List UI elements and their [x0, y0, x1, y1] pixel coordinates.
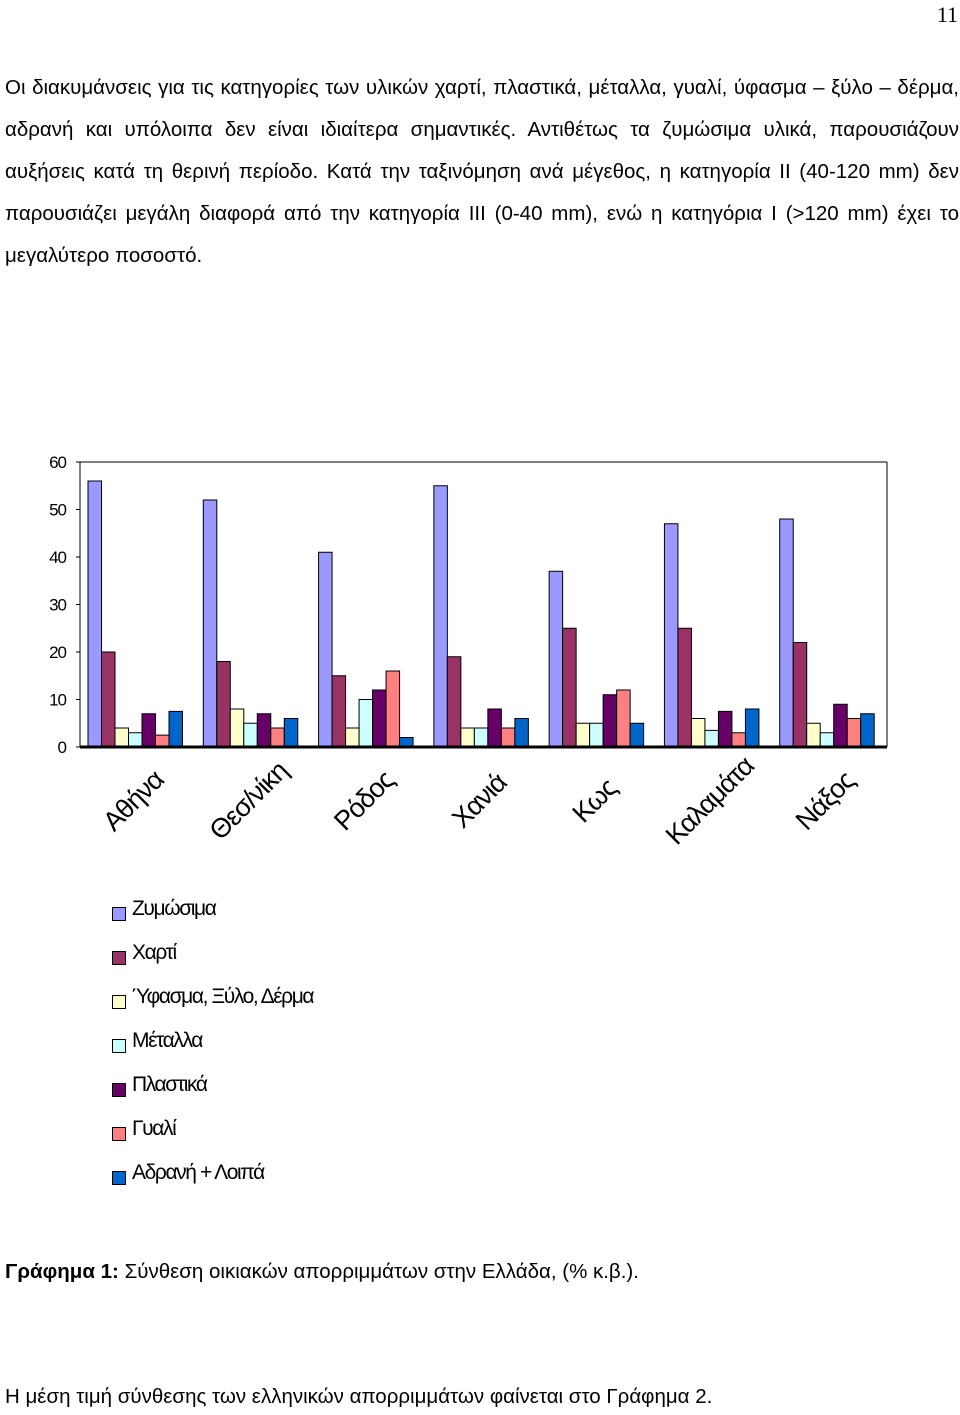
page-number: 11 — [936, 2, 958, 27]
legend-label: Ύφασμα, Ξύλο, Δέρμα — [132, 985, 315, 1008]
bar-5-3 — [372, 689, 387, 748]
figure-caption: Γράφημα 1: Σύνθεση οικιακών απορριμμάτων… — [5, 1260, 639, 1284]
bar-1-5 — [548, 570, 564, 748]
bar-3-4 — [460, 727, 475, 748]
bar-1-2 — [202, 499, 218, 748]
category-label: Αθήνα — [97, 764, 170, 837]
bar-5-6 — [717, 710, 733, 748]
bar-6-4 — [500, 727, 516, 748]
category-label: Θεσ/νίκη — [204, 756, 294, 846]
legend-label: Γυαλί — [132, 1117, 177, 1140]
bar-1-1 — [87, 480, 102, 748]
y-tick-label: 10 — [49, 691, 66, 710]
bar-2-2 — [216, 661, 231, 748]
bar-chart: 0 10 20 30 40 50 60 Αθήνα Θεσ/νίκη Ρόδος Χανιά Κως Κ… — [49, 453, 888, 851]
bar-5-2 — [256, 713, 272, 748]
bar-7-2 — [283, 718, 299, 748]
y-tick-label: 0 — [58, 738, 67, 757]
legend-swatch — [112, 1083, 126, 1097]
bar-7-5 — [629, 722, 645, 748]
caption-label: Γράφημα 1: — [5, 1260, 119, 1283]
bar-3-7 — [806, 722, 821, 748]
category-label: Ρόδος — [328, 764, 400, 836]
bar-5-1 — [141, 713, 156, 748]
legend-label: Ζυμώσιμα — [132, 897, 217, 920]
y-tick-label: 40 — [49, 548, 66, 567]
bar-2-3 — [331, 675, 347, 748]
caption-text: Σύνθεση οικιακών απορριμμάτων στην Ελλάδ… — [118, 1260, 639, 1283]
bar-6-6 — [731, 732, 746, 748]
bar-6-2 — [270, 727, 285, 748]
bar-5-7 — [833, 703, 848, 748]
bar-7-4 — [514, 718, 529, 748]
legend-swatch — [112, 951, 126, 965]
bar-4-7 — [819, 732, 835, 748]
bar-3-1 — [114, 727, 129, 748]
bar-2-4 — [446, 656, 462, 748]
legend-label: Αδρανή + Λοιπά — [132, 1161, 265, 1184]
bar-4-3 — [358, 699, 374, 748]
bar-1-4 — [433, 485, 448, 748]
bar-6-7 — [846, 718, 862, 748]
category-label: Χανιά — [446, 767, 513, 834]
bar-6-3 — [385, 670, 401, 748]
bar-7-7 — [860, 713, 875, 748]
bar-6-1 — [155, 734, 170, 748]
legend-label: Πλαστικά — [132, 1073, 208, 1096]
bar-4-4 — [473, 727, 489, 748]
y-tick-label: 20 — [49, 643, 66, 662]
bar-2-1 — [101, 651, 116, 748]
body-paragraph: Οι διακυμάνσεις για τις κατηγορίες των υ… — [5, 67, 959, 277]
category-label: Νάξος — [790, 765, 861, 836]
paragraph-text: Οι διακυμάνσεις για τις κατηγορίες των υ… — [5, 76, 959, 267]
legend-label: Χαρτί — [132, 941, 177, 964]
bar-1-6 — [663, 523, 679, 748]
legend-swatch — [112, 995, 126, 1009]
category-label: Κως — [567, 772, 623, 828]
bar-4-6 — [704, 729, 719, 748]
legend-swatch — [112, 1171, 126, 1185]
bar-2-5 — [562, 627, 577, 748]
y-tick-label: 30 — [49, 596, 66, 615]
bar-5-5 — [602, 694, 618, 748]
bar-4-1 — [128, 732, 143, 748]
bar-6-5 — [616, 689, 631, 748]
bar-4-2 — [243, 722, 258, 748]
legend-swatch — [112, 907, 126, 921]
y-tick-label: 60 — [49, 453, 66, 472]
bar-1-7 — [779, 518, 794, 748]
category-label: Καλαμάτα — [660, 750, 760, 850]
bar-3-5 — [575, 722, 591, 748]
legend-swatch — [112, 1127, 126, 1141]
bar-1-3 — [318, 551, 333, 748]
closing-sentence: Η μέση τιμή σύνθεσης των ελληνικών απορρ… — [5, 1385, 713, 1408]
bar-3-3 — [345, 727, 360, 748]
bar-2-6 — [677, 627, 692, 748]
bar-3-2 — [229, 708, 245, 748]
bar-7-6 — [744, 708, 760, 748]
legend-swatch — [112, 1039, 126, 1053]
bar-7-1 — [168, 710, 183, 748]
bar-2-7 — [792, 642, 808, 748]
legend-label: Μέταλλα — [132, 1029, 203, 1052]
bar-5-4 — [487, 708, 502, 748]
y-tick-label: 50 — [49, 501, 66, 520]
bar-4-5 — [589, 722, 604, 748]
bar-3-6 — [690, 718, 706, 748]
